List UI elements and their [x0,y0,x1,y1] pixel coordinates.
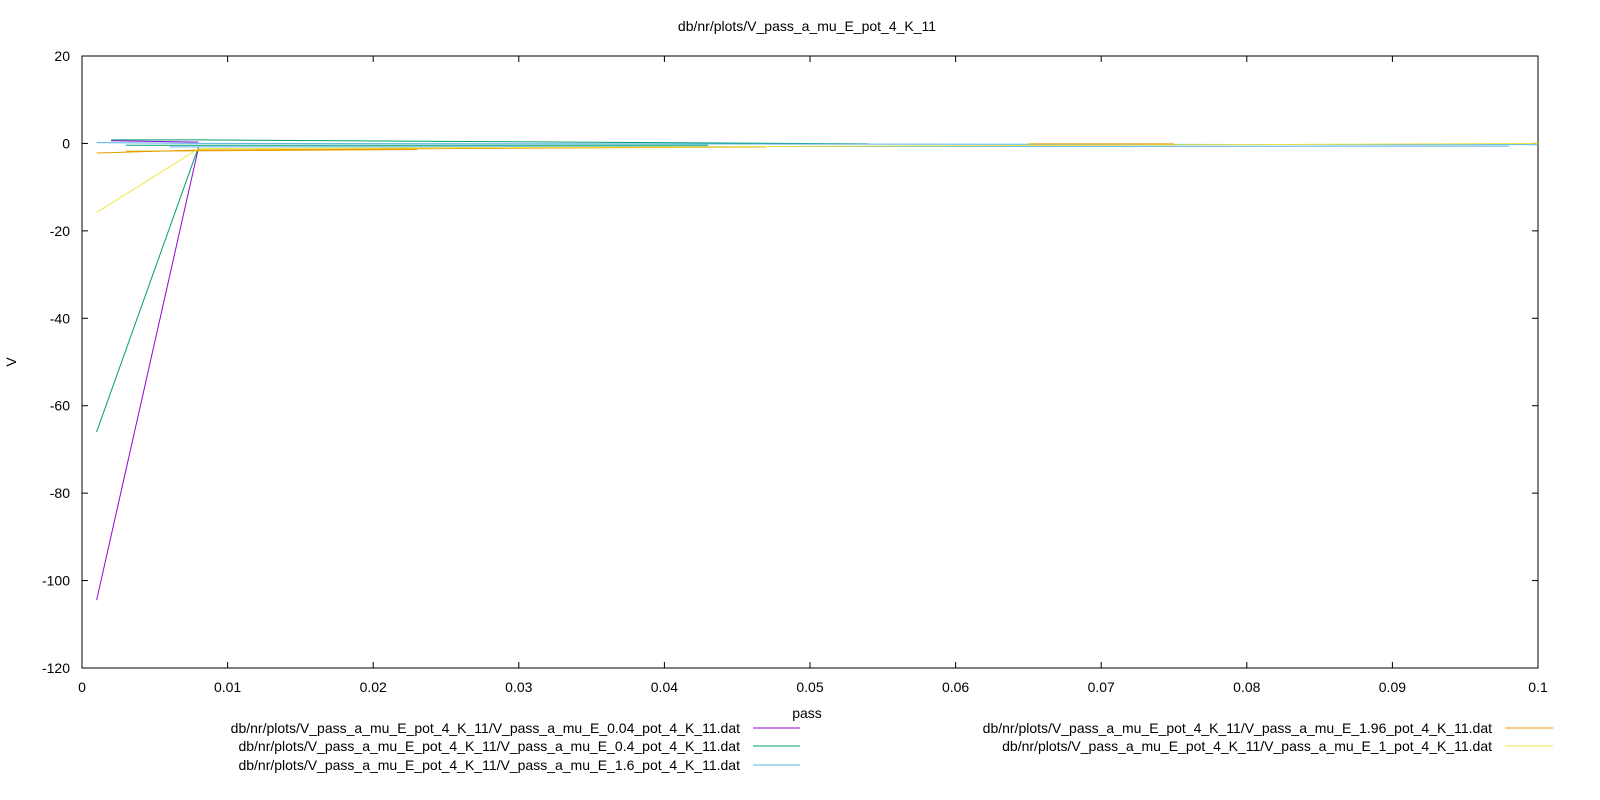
series-lines [96,139,1539,601]
y-tick-label: -60 [50,398,70,414]
legend-entry-label: db/nr/plots/V_pass_a_mu_E_pot_4_K_11/V_p… [231,720,740,736]
series-0-line-1 [111,140,199,143]
legend-entry-label: db/nr/plots/V_pass_a_mu_E_pot_4_K_11/V_p… [238,757,740,773]
y-tick-label: -120 [42,660,70,676]
x-tick-label: 0.04 [651,679,678,695]
x-tick-label: 0.03 [505,679,532,695]
axis-ticks [81,55,1539,669]
series-3-line-1 [125,149,417,152]
x-tick-label: 0.09 [1379,679,1406,695]
y-tick-label: -40 [50,310,70,326]
y-tick-label: 20 [54,48,70,64]
x-tick-label: 0.05 [796,679,823,695]
x-tick-label: 0.08 [1233,679,1260,695]
y-tick-label: 0 [62,135,70,151]
legend: db/nr/plots/V_pass_a_mu_E_pot_4_K_11/V_p… [231,720,1553,773]
series-4-line-0 [96,142,1539,213]
chart-title: db/nr/plots/V_pass_a_mu_E_pot_4_K_11 [678,18,936,34]
x-tick-label: 0.02 [360,679,387,695]
series-0-line-0 [96,147,199,601]
y-tick-label: -20 [50,223,70,239]
series-3-line-0 [96,146,767,154]
axis-tick-labels: 0 0.01 0.02 0.03 0.04 0.05 0.06 0.07 0.08 0.09 0.1… [42,48,1548,695]
legend-entry-label: db/nr/plots/V_pass_a_mu_E_pot_4_K_11/V_p… [1002,738,1492,754]
y-tick-label: -80 [50,485,70,501]
x-tick-label: 0 [78,679,86,695]
legend-entry-label: db/nr/plots/V_pass_a_mu_E_pot_4_K_11/V_p… [983,720,1492,736]
x-axis-label: pass [792,705,822,721]
x-tick-label: 0.06 [942,679,969,695]
x-tick-label: 0.07 [1088,679,1115,695]
x-tick-label: 0.1 [1528,679,1548,695]
y-tick-label: -100 [42,573,70,589]
series-1-line-0 [96,146,199,433]
series-1-line-1 [111,139,869,145]
legend-entry-label: db/nr/plots/V_pass_a_mu_E_pot_4_K_11/V_p… [238,738,740,754]
y-axis-label: V [3,357,19,367]
x-tick-label: 0.01 [214,679,241,695]
